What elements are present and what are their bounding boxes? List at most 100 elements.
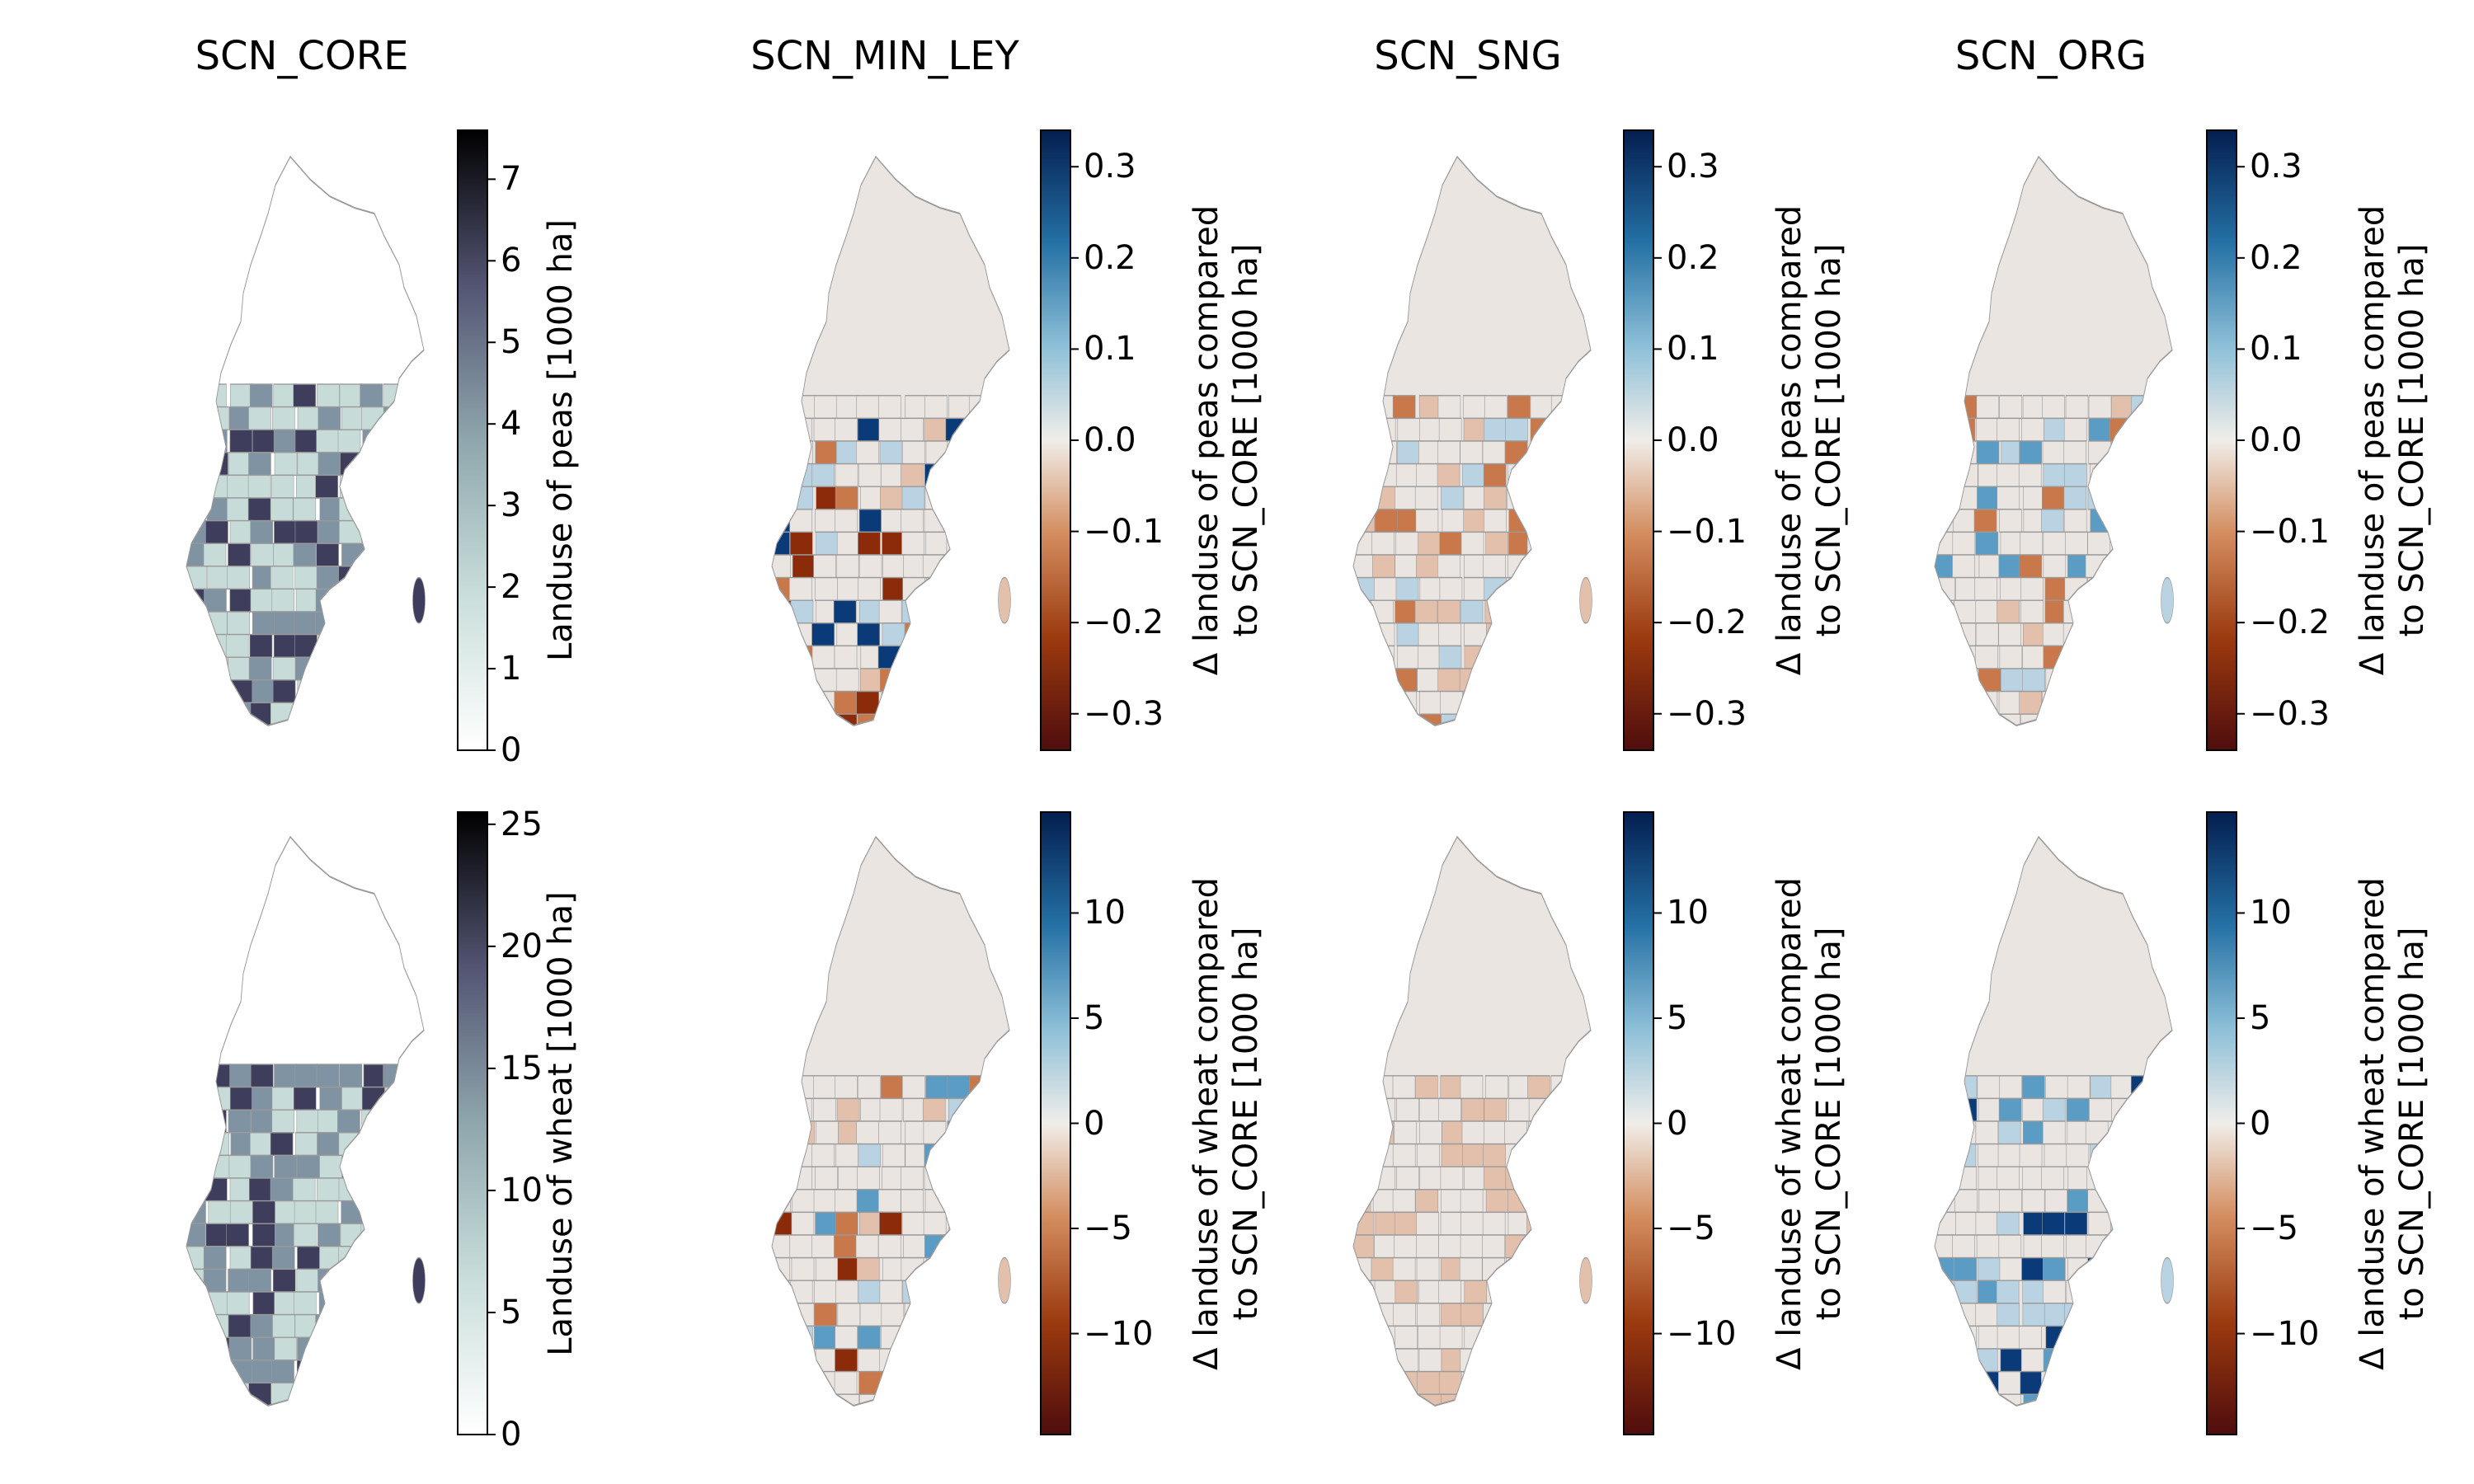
map-region [971,1348,995,1373]
map-region [296,1268,320,1293]
map-region [341,611,365,636]
map-region [1954,668,1978,693]
map-region [251,1109,274,1134]
map-region [2087,531,2110,556]
map-region [924,1234,948,1259]
map-region [881,1303,905,1327]
map-region [1484,486,1507,510]
map-region [430,1110,452,1133]
map-region [1417,668,1440,693]
map-region [427,1064,449,1087]
map-region [337,1360,360,1384]
colorbar-tick-label: 0.2 [2250,238,2302,277]
map-region [186,1177,207,1202]
map-region [2176,1212,2199,1235]
map-region [1954,463,1978,487]
map-region [948,486,971,510]
map-region [1974,1393,1997,1406]
map-region [946,576,970,601]
map-region [227,474,250,499]
map-region [2176,1326,2199,1349]
map-region [811,622,835,647]
map-region [2018,463,2042,487]
map-region [924,690,948,715]
map-region [2043,1280,2066,1304]
map-region [2019,690,2042,715]
map-region [382,1246,405,1270]
map-region [1437,668,1460,693]
map-region [969,486,992,510]
map-region [1976,1234,2000,1259]
map-region [2112,713,2135,726]
colorbar-tick-label: −0.1 [1667,512,1747,551]
map-region [2109,690,2133,715]
map-region [1396,622,1420,647]
map-region [186,656,207,681]
colorbar-tick-label: 0.3 [1084,148,1136,186]
map-region [296,1154,320,1179]
map-region [1549,1166,1573,1190]
map-region [294,611,317,636]
map-region [186,1109,205,1134]
colorbar-label-wheat_delta: Δ landuse of wheat compared to SCN_CORE [… [1187,794,1266,1453]
map-region [1935,1303,1954,1327]
map-region [1550,645,1573,669]
map-region [2110,1143,2133,1167]
map-region [1415,554,1439,579]
map-region [1955,1211,1978,1236]
map-region [791,1211,815,1236]
map-region [293,1291,317,1316]
map-region [971,1120,994,1145]
map-region [407,1132,425,1157]
map-region [273,383,297,408]
map-region [429,521,451,544]
map-region [971,713,995,726]
map-region [1353,645,1376,669]
map-region [994,1325,1010,1350]
map-region [815,440,839,465]
map-region [1997,1143,2021,1167]
map-region [1974,1348,1998,1373]
map-region [878,417,902,442]
map-region [1394,713,1418,726]
map-region [2066,1280,2090,1304]
map-region [2066,1143,2090,1167]
map-region [1999,509,2022,533]
map-region [204,383,227,408]
map-region [272,656,296,681]
map-region [1550,576,1573,601]
map-region [2112,531,2135,556]
map-region [1484,1120,1507,1145]
map-region [2022,395,2046,420]
map-region [1954,690,1978,715]
map-region [1550,1075,1574,1100]
map-region [968,417,991,442]
map-region [2109,463,2132,487]
map-region [772,1234,793,1259]
map-region [206,1360,230,1384]
colorbar-tick-label: 6 [501,242,522,280]
map-region [813,1189,837,1214]
map-region [2063,440,2086,465]
map-region [2134,1189,2157,1214]
map-region [341,406,365,430]
map-region [341,1086,365,1111]
map-region [1417,1370,1440,1395]
map-region [1353,599,1373,624]
map-region [1441,1303,1464,1327]
map-region [1016,1280,1038,1303]
map-region [1975,645,1998,669]
map-region [1438,1280,1461,1304]
map-region [2133,417,2157,442]
map-region [1371,668,1394,693]
map-region [901,1211,925,1236]
map-region [317,1336,341,1361]
map-region [186,1086,208,1111]
map-region [1996,1280,2020,1304]
map-region [924,486,948,510]
map-region [882,576,905,601]
map-region [229,519,253,544]
colorbar-tick-label: −0.2 [1084,603,1164,642]
map-region [971,668,995,693]
map-region [947,1120,971,1145]
